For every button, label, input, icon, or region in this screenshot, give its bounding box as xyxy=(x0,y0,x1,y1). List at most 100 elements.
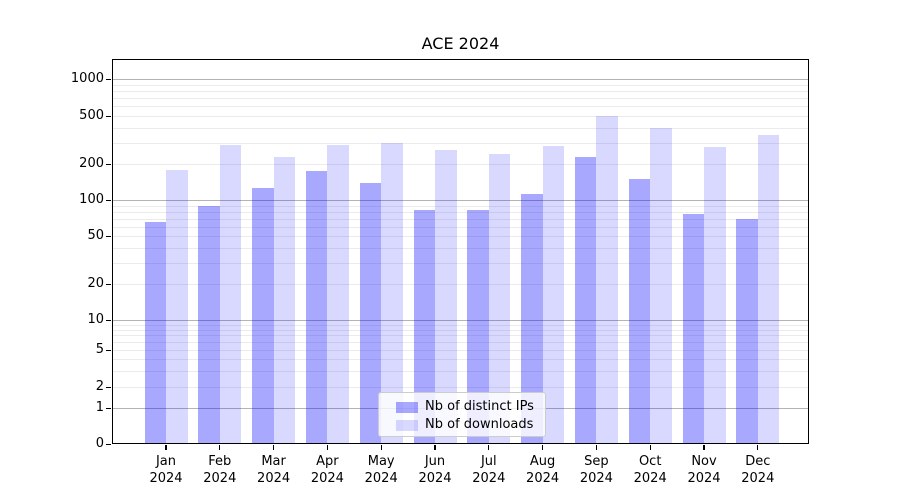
y-tick-label: 100 xyxy=(79,192,104,207)
y-tick-mark xyxy=(106,115,111,117)
x-tick-mark xyxy=(757,445,759,450)
y-gridline-minor xyxy=(112,211,809,213)
bar-downloads-aug xyxy=(542,146,565,444)
y-tick-label: 2 xyxy=(95,379,104,394)
y-tick-label: 1000 xyxy=(70,71,104,86)
x-tick-label: Dec 2024 xyxy=(741,454,775,486)
y-gridline-minor xyxy=(112,236,809,237)
y-tick-label: 5 xyxy=(95,342,104,357)
x-tick-mark xyxy=(542,445,544,450)
x-tick-label: Jul 2024 xyxy=(472,454,506,486)
legend-entry-distinct-ips: Nb of distinct IPs xyxy=(379,398,545,416)
x-tick-label: Sep 2024 xyxy=(579,454,613,486)
y-gridline-minor xyxy=(112,342,809,344)
bar-distinct-ips-oct xyxy=(628,178,651,444)
bar-downloads-jun xyxy=(435,150,457,444)
bar-distinct-ips-jan xyxy=(144,222,166,444)
y-gridline-major xyxy=(112,200,809,201)
bar-distinct-ips-apr xyxy=(305,170,328,444)
y-gridline-minor xyxy=(112,329,809,331)
y-gridline-minor xyxy=(112,98,809,99)
x-tick-mark xyxy=(434,445,436,450)
x-tick-mark xyxy=(595,445,598,450)
y-gridline-minor xyxy=(112,387,809,388)
x-tick-label: Oct 2024 xyxy=(633,454,667,486)
bar-distinct-ips-may xyxy=(359,182,382,444)
y-tick-label: 20 xyxy=(87,276,104,291)
y-gridline-minor xyxy=(112,84,809,86)
x-tick-label: May 2024 xyxy=(364,454,398,486)
y-tick-mark xyxy=(106,235,111,237)
y-gridline-minor xyxy=(112,218,809,220)
y-tick-mark xyxy=(106,407,111,409)
legend: Nb of distinct IPs Nb of downloads xyxy=(378,392,546,437)
x-tick-mark xyxy=(219,445,221,450)
y-gridline-minor xyxy=(112,247,809,249)
y-tick-mark xyxy=(106,349,111,351)
y-gridline-minor xyxy=(112,370,809,372)
y-tick-mark xyxy=(106,199,111,201)
y-tick-label: 1 xyxy=(95,400,104,415)
y-gridline-minor xyxy=(112,116,809,117)
y-gridline-minor xyxy=(112,284,809,285)
y-gridline-minor xyxy=(112,335,809,337)
y-tick-label: 50 xyxy=(87,228,104,243)
y-tick-mark xyxy=(106,443,111,445)
chart-title: ACE 2024 xyxy=(421,34,500,53)
x-tick-label: Apr 2024 xyxy=(310,454,344,486)
bar-downloads-mar xyxy=(273,156,296,444)
y-gridline-minor xyxy=(112,324,809,326)
legend-swatch-distinct-ips-icon xyxy=(396,401,418,413)
bar-distinct-ips-jun xyxy=(413,209,435,444)
bar-distinct-ips-nov xyxy=(682,214,704,444)
bar-distinct-ips-aug xyxy=(521,194,543,444)
bar-downloads-nov xyxy=(704,147,726,444)
x-tick-label: Mar 2024 xyxy=(257,454,291,486)
y-tick-label: 0 xyxy=(95,436,104,451)
y-gridline-minor xyxy=(112,359,809,360)
bar-downloads-apr xyxy=(327,145,349,444)
bar-distinct-ips-sep xyxy=(574,156,597,444)
y-tick-mark xyxy=(106,283,111,285)
x-tick-mark xyxy=(165,445,167,450)
y-tick-mark xyxy=(106,163,111,165)
x-tick-mark xyxy=(380,445,382,450)
bar-downloads-dec xyxy=(757,134,780,444)
y-gridline-minor xyxy=(112,106,809,108)
bar-downloads-may xyxy=(381,142,403,444)
y-gridline-minor xyxy=(112,205,809,207)
x-tick-label: Nov 2024 xyxy=(687,454,721,486)
y-tick-mark xyxy=(106,386,111,388)
x-tick-mark xyxy=(326,445,329,450)
y-gridline-major xyxy=(112,320,809,321)
x-tick-label: Jun 2024 xyxy=(418,454,452,486)
legend-label-downloads: Nb of downloads xyxy=(425,417,534,432)
bar-downloads-jan xyxy=(166,169,188,444)
x-tick-label: Aug 2024 xyxy=(526,454,560,486)
y-tick-label: 500 xyxy=(79,108,104,123)
y-tick-mark xyxy=(106,319,111,321)
bar-downloads-jul xyxy=(488,154,511,444)
bar-distinct-ips-dec xyxy=(736,218,758,444)
x-tick-mark xyxy=(488,445,490,450)
y-gridline-minor xyxy=(112,164,809,165)
x-tick-mark xyxy=(649,445,651,450)
legend-swatch-downloads-icon xyxy=(396,419,418,431)
legend-entry-downloads: Nb of downloads xyxy=(379,416,545,434)
y-gridline-minor xyxy=(112,90,809,92)
y-gridline-minor xyxy=(112,127,809,129)
x-tick-label: Feb 2024 xyxy=(203,454,237,486)
x-tick-mark xyxy=(703,445,705,450)
bar-distinct-ips-mar xyxy=(252,188,274,444)
bar-downloads-sep xyxy=(596,116,618,444)
plot-area: Nb of distinct IPs Nb of downloads xyxy=(112,59,809,444)
y-gridline-minor xyxy=(112,142,809,144)
bar-downloads-oct xyxy=(650,127,672,444)
y-tick-mark xyxy=(106,78,111,80)
y-tick-label: 10 xyxy=(87,312,104,327)
y-gridline-minor xyxy=(112,262,809,264)
y-gridline-major xyxy=(112,79,809,80)
bar-distinct-ips-feb xyxy=(198,205,220,444)
x-tick-label: Jan 2024 xyxy=(149,454,183,486)
